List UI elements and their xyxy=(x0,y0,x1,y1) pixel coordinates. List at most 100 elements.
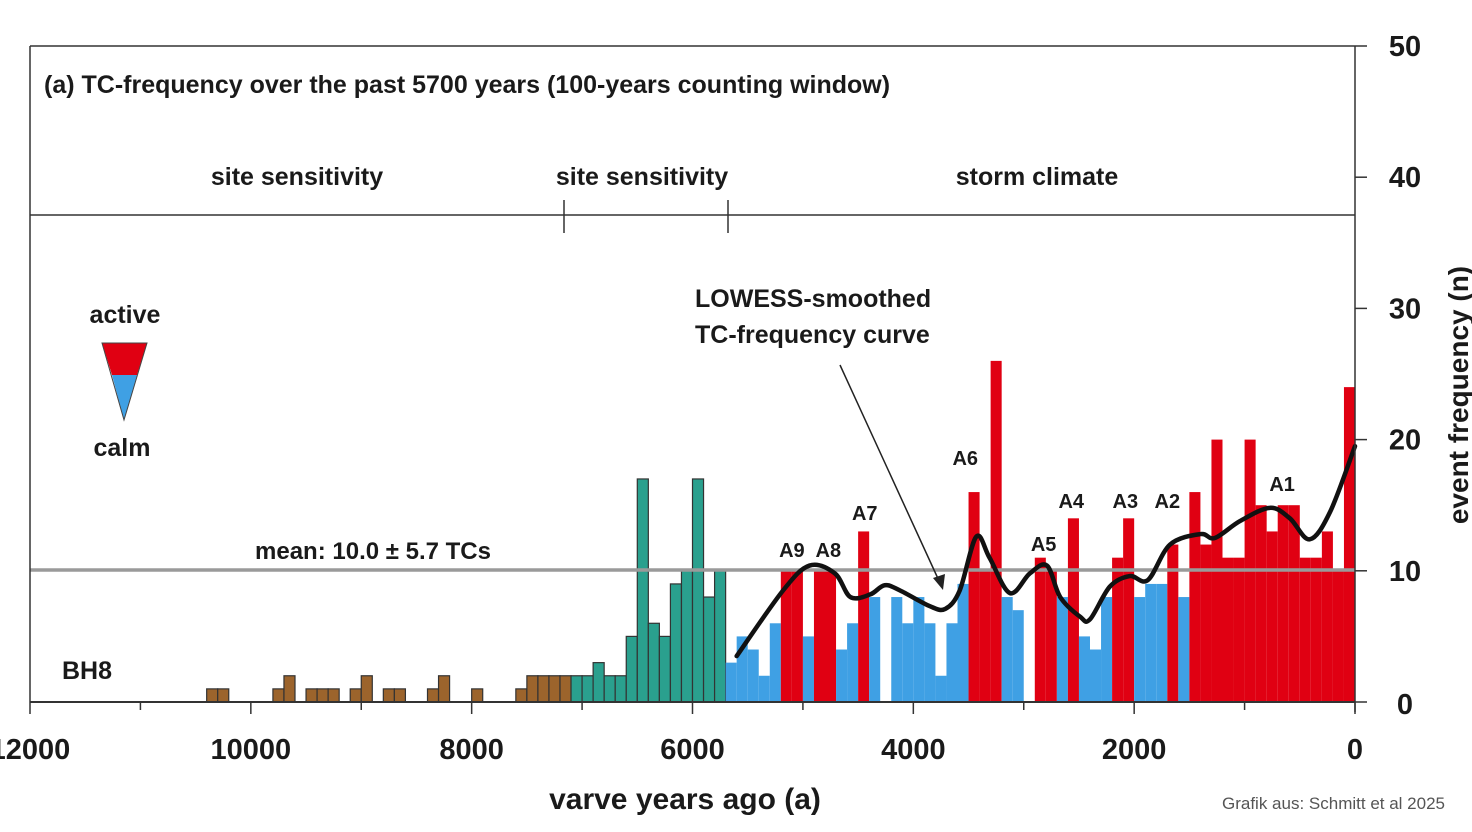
bar-active xyxy=(1189,492,1201,702)
bar-calm xyxy=(736,636,748,702)
x-tick-label: 4000 xyxy=(881,734,946,766)
bar-calm xyxy=(1145,583,1157,702)
x-tick-label: 2000 xyxy=(1102,734,1167,766)
bar-calm xyxy=(957,583,969,702)
bar-active xyxy=(1167,544,1179,702)
bar-pre-record xyxy=(426,688,440,703)
event-label-a2: A2 xyxy=(1155,491,1181,513)
bar-site-sensitivity xyxy=(713,570,727,703)
lowess-label: TC-frequency curve xyxy=(695,321,930,349)
bar-calm xyxy=(869,597,881,702)
bar-calm xyxy=(847,623,859,702)
bar-active xyxy=(1321,531,1333,702)
y-tick-label: 50 xyxy=(1389,31,1421,63)
bar-calm xyxy=(725,662,737,702)
bar-pre-record xyxy=(360,675,373,703)
bar-pre-record xyxy=(217,688,230,703)
mean-label: mean: 10.0 ± 5.7 TCs xyxy=(255,538,491,565)
bar-calm xyxy=(747,649,759,702)
bar-active xyxy=(1123,518,1135,702)
bar-calm xyxy=(1078,636,1090,702)
bar-site-sensitivity xyxy=(614,675,627,703)
bar-pre-record xyxy=(471,688,484,703)
lowess-curve xyxy=(734,443,1358,659)
bar-calm xyxy=(891,597,903,702)
bar-calm xyxy=(1090,649,1102,702)
bar-active xyxy=(1233,557,1245,702)
bar-active xyxy=(968,492,980,702)
y-tick-labels: 0 10 20 30 40 50 xyxy=(1389,31,1421,721)
legend-active-label: active xyxy=(90,301,161,329)
section-label: site sensitivity xyxy=(211,163,383,191)
bar-site-sensitivity xyxy=(669,583,683,703)
bar-site-sensitivity xyxy=(592,662,605,703)
lowess-arrow xyxy=(839,364,941,584)
bar-site-sensitivity xyxy=(680,570,694,703)
bar-active xyxy=(1045,570,1057,702)
bar-site-sensitivity xyxy=(658,635,672,703)
bar-calm xyxy=(902,623,914,702)
bar-site-sensitivity xyxy=(570,675,583,703)
event-label-a4: A4 xyxy=(1058,491,1084,513)
bar-active xyxy=(1222,557,1234,702)
bar-pre-record xyxy=(548,675,561,703)
bar-calm xyxy=(1012,610,1024,702)
legend-active-swatch xyxy=(102,343,147,375)
bar-calm xyxy=(1101,597,1113,702)
section-label: site sensitivity xyxy=(556,163,728,191)
bar-active xyxy=(1200,544,1212,702)
y-tick-label: 30 xyxy=(1389,293,1421,325)
bar-active xyxy=(979,570,991,702)
bar-site-sensitivity xyxy=(581,675,594,703)
bar-calm xyxy=(946,623,958,702)
bar-pre-record xyxy=(515,688,528,703)
bar-calm xyxy=(769,623,781,702)
bar-pre-record xyxy=(283,675,296,703)
bar-site-sensitivity xyxy=(647,622,660,703)
x-tick-label: 10000 xyxy=(211,734,292,766)
bar-pre-record xyxy=(305,688,318,703)
credit: Grafik aus: Schmitt et al 2025 xyxy=(1222,794,1445,813)
event-label-a9: A9 xyxy=(779,540,805,562)
bar-site-sensitivity xyxy=(691,478,705,703)
event-label-a1: A1 xyxy=(1269,474,1295,496)
bar-calm xyxy=(1056,597,1068,702)
bar-pre-record xyxy=(327,688,340,703)
bar-pre-record xyxy=(316,688,329,703)
event-label-a6: A6 xyxy=(952,448,978,470)
bar-calm xyxy=(1134,597,1146,702)
bar-active xyxy=(1112,557,1124,702)
bar-pre-record xyxy=(526,675,539,703)
arrow-head xyxy=(933,574,945,590)
bar-calm xyxy=(1178,597,1190,702)
legend-calm-swatch xyxy=(112,375,137,420)
bar-active xyxy=(1343,387,1355,702)
bars-layer xyxy=(206,360,1355,703)
legend-triangle-outline xyxy=(101,342,148,422)
bar-site-sensitivity xyxy=(702,596,716,703)
bar-pre-record xyxy=(559,675,572,703)
bar-pre-record xyxy=(349,688,362,703)
bar-active xyxy=(1034,557,1046,702)
y-tick-label: 20 xyxy=(1389,425,1421,457)
bar-site-sensitivity xyxy=(636,478,649,703)
x-tick-label: 6000 xyxy=(660,734,725,766)
bar-pre-record xyxy=(206,688,219,703)
bar-active xyxy=(1288,505,1300,702)
bar-calm xyxy=(836,649,848,702)
bar-active xyxy=(1310,557,1322,702)
bar-site-sensitivity xyxy=(625,635,638,703)
bar-active xyxy=(1266,531,1278,702)
x-tick-label: 8000 xyxy=(439,734,504,766)
x-tick-label: 0 xyxy=(1347,734,1363,766)
section-label: storm climate xyxy=(956,163,1119,191)
bar-pre-record xyxy=(382,688,395,703)
bar-pre-record xyxy=(393,688,407,703)
event-label-a7: A7 xyxy=(852,503,878,525)
bar-calm xyxy=(935,675,947,702)
bar-active xyxy=(780,570,792,702)
